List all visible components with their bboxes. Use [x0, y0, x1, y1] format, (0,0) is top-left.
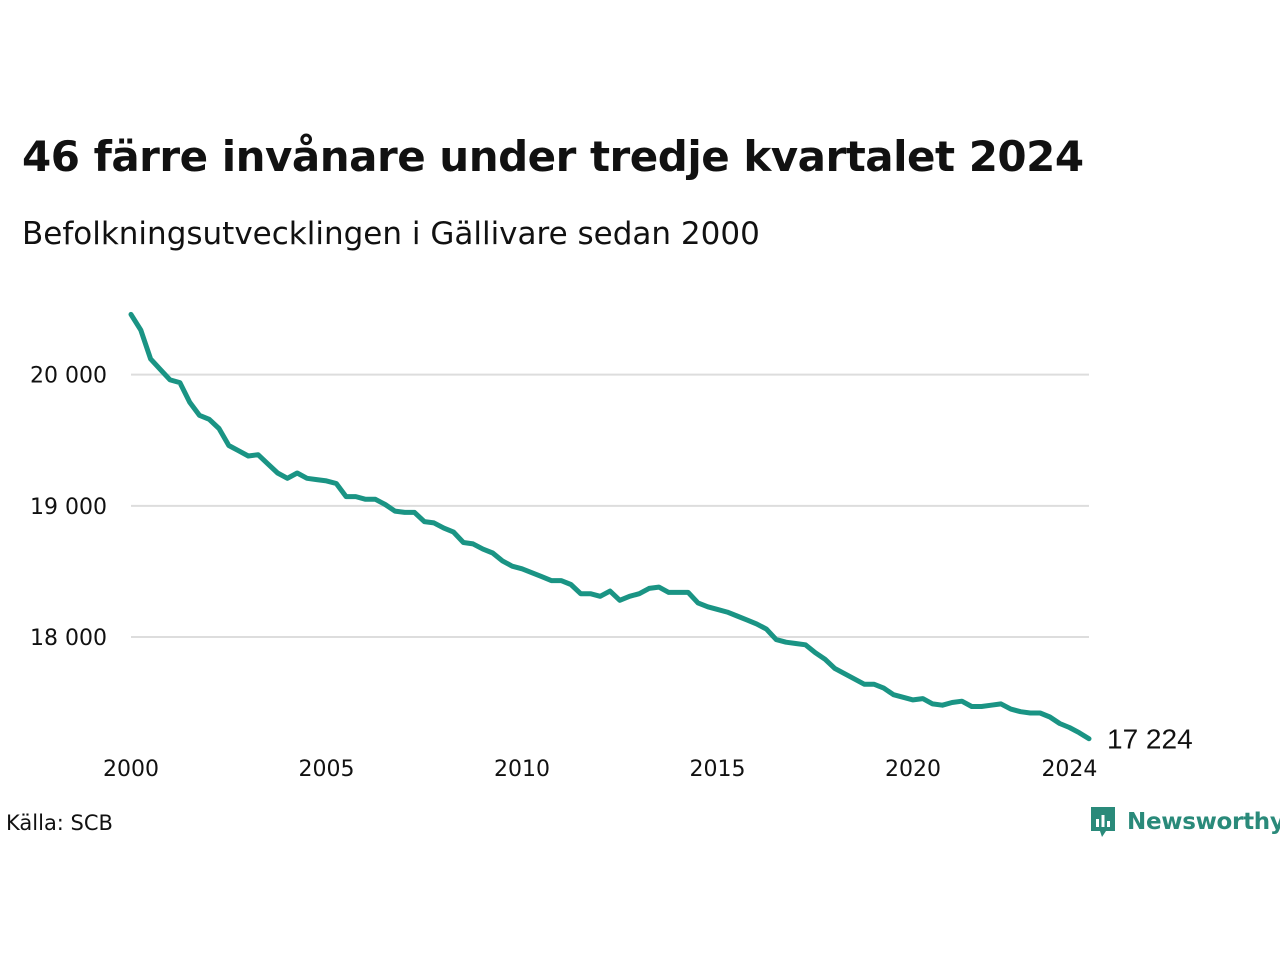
y-axis-ticks: 18 000 19 000 20 000: [30, 364, 107, 651]
x-axis-ticks: 2000 2005 2010 2015 2020 2024: [103, 757, 1097, 782]
series-line: [128, 311, 1092, 742]
x-tick-label: 2005: [299, 757, 355, 782]
brand-logo: Newsworthy: [1089, 804, 1280, 840]
x-tick-label: 2015: [690, 757, 746, 782]
newsworthy-logo-icon: [1091, 807, 1115, 837]
gridlines: [131, 373, 1089, 638]
brand-name: Newsworthy: [1127, 809, 1280, 835]
series-layer: [128, 311, 1092, 742]
source-note: Källa: SCB: [6, 811, 113, 835]
x-tick-label: 2010: [494, 757, 550, 782]
y-tick-label: 18 000: [30, 626, 107, 651]
x-tick-label: 2020: [885, 757, 941, 782]
chart-subtitle: Befolkningsutvecklingen i Gällivare seda…: [22, 216, 760, 252]
y-tick-label: 19 000: [30, 495, 107, 520]
x-tick-label: 2024: [1041, 757, 1097, 782]
x-tick-label: 2000: [103, 757, 159, 782]
y-tick-label: 20 000: [30, 364, 107, 389]
chart-title: 46 färre invånare under tredje kvartalet…: [22, 132, 1084, 181]
end-value-label: 17 224: [1107, 724, 1193, 755]
